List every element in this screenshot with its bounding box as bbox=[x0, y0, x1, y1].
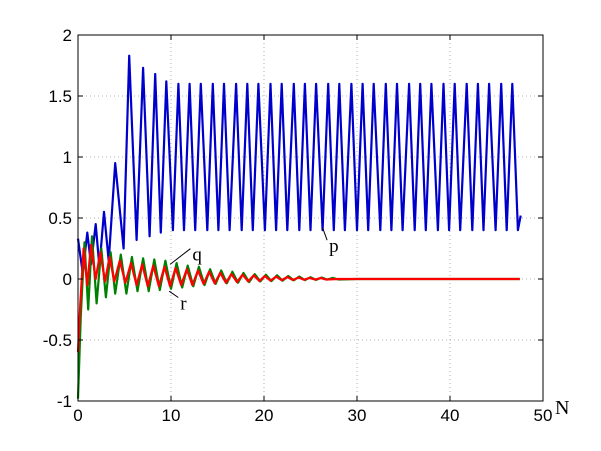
y-tick-label: 2 bbox=[63, 26, 72, 45]
series-line-r bbox=[76, 243, 520, 353]
x-axis-label: N bbox=[555, 397, 569, 419]
y-tick-label: 1 bbox=[63, 148, 72, 167]
annotation-label-q: q bbox=[192, 245, 202, 266]
x-tick-label: 40 bbox=[441, 406, 460, 425]
series-layer bbox=[76, 54, 522, 399]
series-line-p bbox=[76, 54, 522, 274]
x-tick-label: 20 bbox=[255, 406, 274, 425]
annotation-leader-p bbox=[322, 227, 328, 241]
y-tick-label: -0.5 bbox=[43, 331, 72, 350]
annotation-leader-r bbox=[168, 290, 179, 298]
y-tick-label: 1.5 bbox=[48, 87, 72, 106]
annotation-label-r: r bbox=[180, 294, 187, 315]
annotations: p q r bbox=[168, 227, 339, 315]
x-tick-label: 30 bbox=[348, 406, 367, 425]
annotation-leader-q bbox=[169, 248, 191, 265]
x-tick-label: 50 bbox=[534, 406, 553, 425]
x-tick-label: 10 bbox=[162, 406, 181, 425]
x-tick-label: 0 bbox=[73, 406, 82, 425]
ticks: 0 10 20 30 40 50 -1 -0.5 0 0.5 1 1.5 2 bbox=[43, 26, 553, 425]
y-tick-label: -1 bbox=[57, 392, 72, 411]
annotation-label-p: p bbox=[329, 236, 339, 257]
y-tick-label: 0 bbox=[63, 270, 72, 289]
y-tick-label: 0.5 bbox=[48, 209, 72, 228]
